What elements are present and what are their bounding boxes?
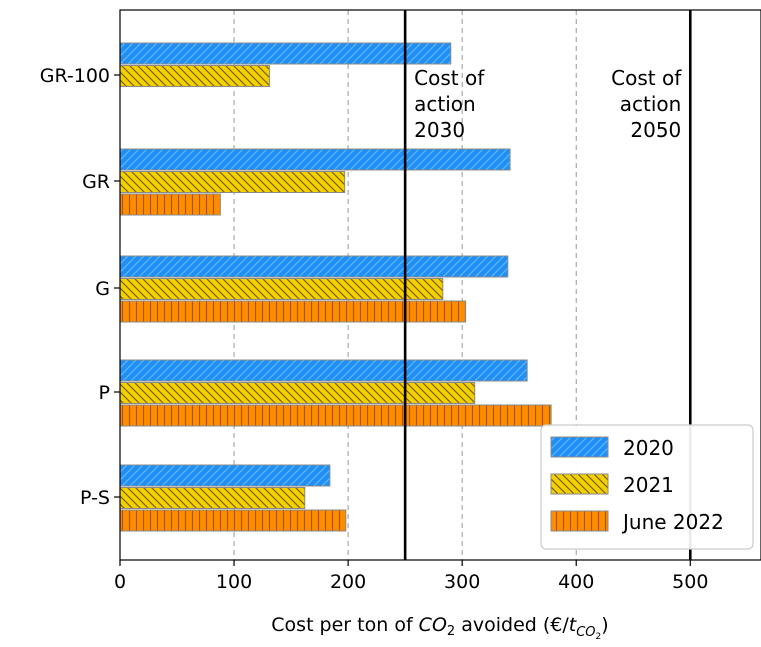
bar-gr-2020	[119, 148, 511, 171]
legend-swatch-2021	[550, 473, 609, 495]
x-tick-label: 400	[558, 571, 594, 593]
x-tick-label: 500	[672, 571, 708, 593]
bar-p-s-2021	[119, 487, 306, 509]
bar-gr-100-2021	[119, 65, 270, 87]
legend-swatch-june-2022	[550, 510, 609, 532]
bar-p-2020	[119, 359, 528, 382]
x-tick-label: 200	[330, 571, 366, 593]
bars	[119, 42, 552, 532]
bar-gr-2021	[119, 171, 346, 193]
bar-p-2021	[119, 382, 476, 404]
bar-g-2021	[119, 278, 444, 300]
legend-label: June 2022	[621, 510, 724, 534]
legend-label: 2021	[623, 473, 674, 497]
legend-label: 2020	[623, 436, 674, 460]
bar-g-2020	[119, 255, 509, 278]
bar-p-june-2022	[119, 404, 552, 427]
y-tick-label: P-S	[80, 487, 110, 509]
x-tick-label: 0	[114, 571, 126, 593]
reference-annotation-250: Cost of action 2030	[414, 66, 485, 142]
x-axis-ticks: 0 100 200 300 400 500	[114, 560, 708, 593]
reference-annotations: Cost of action 2030 Cost of action 2050	[414, 66, 682, 142]
bar-g-june-2022	[119, 300, 467, 323]
bar-gr-june-2022	[119, 193, 221, 216]
x-axis-title: Cost per ton of CO2 avoided (€/tCO2)	[271, 614, 608, 642]
reference-annotation-500: Cost of action 2050	[611, 66, 682, 142]
y-tick-label: GR-100	[40, 65, 110, 87]
x-tick-label: 100	[216, 571, 252, 593]
y-tick-label: GR	[82, 171, 110, 193]
legend: 2020 2021 June 2022	[540, 424, 754, 550]
bar-p-s-2020	[119, 464, 331, 487]
bar-gr-100-2020	[119, 42, 452, 65]
plot-frame	[119, 9, 761, 561]
x-tick-label: 300	[444, 571, 480, 593]
y-tick-label: G	[95, 278, 110, 300]
y-tick-label: P	[99, 382, 110, 404]
y-axis-ticks: GR-100 GR G P P-S	[40, 65, 120, 509]
legend-swatch-2020	[550, 436, 609, 458]
bar-p-s-june-2022	[119, 509, 347, 532]
